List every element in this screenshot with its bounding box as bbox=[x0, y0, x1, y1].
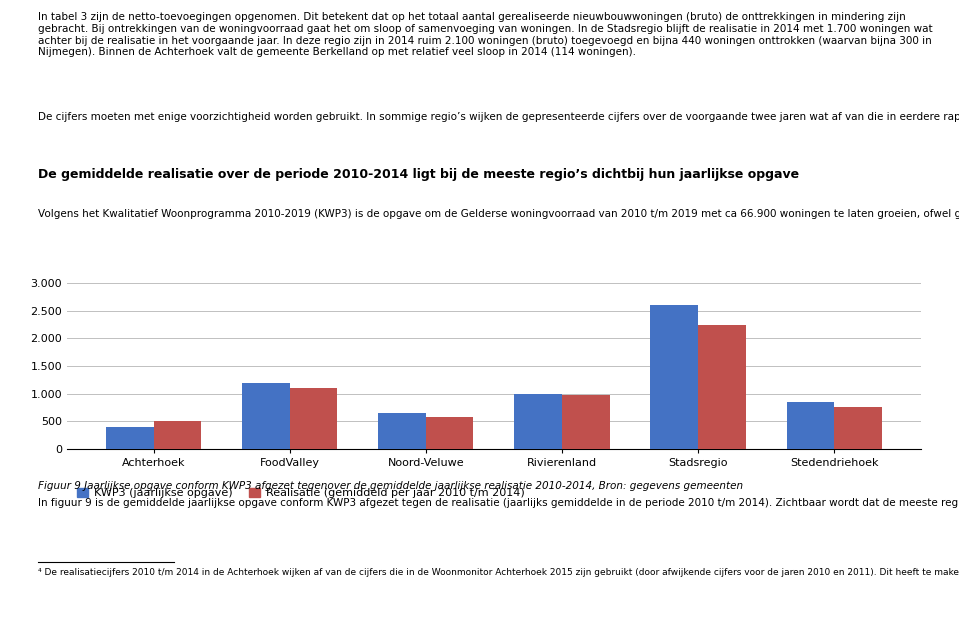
Bar bbox=[786, 402, 834, 449]
Bar bbox=[834, 407, 882, 449]
Text: In tabel 3 zijn de netto-toevoegingen opgenomen. Dit betekent dat op het totaal : In tabel 3 zijn de netto-toevoegingen op… bbox=[38, 12, 933, 57]
Bar bbox=[290, 388, 338, 449]
Bar bbox=[562, 395, 610, 449]
Text: Volgens het Kwalitatief Woonprogramma 2010-2019 (KWP3) is de opgave om de Gelder: Volgens het Kwalitatief Woonprogramma 20… bbox=[38, 209, 959, 219]
Text: De cijfers moeten met enige voorzichtigheid worden gebruikt. In sommige regio’s : De cijfers moeten met enige voorzichtigh… bbox=[38, 112, 959, 122]
Text: Figuur 9 Jaarlijkse opgave conform KWP3 afgezet tegenover de gemiddelde jaarlijk: Figuur 9 Jaarlijkse opgave conform KWP3 … bbox=[38, 481, 743, 491]
Bar bbox=[378, 413, 426, 449]
Bar bbox=[105, 427, 153, 449]
Text: ⁴ De realisatiecijfers 2010 t/m 2014 in de Achterhoek wijken af van de cijfers d: ⁴ De realisatiecijfers 2010 t/m 2014 in … bbox=[38, 568, 959, 577]
Bar bbox=[650, 305, 698, 449]
Bar bbox=[698, 325, 746, 449]
Bar bbox=[514, 394, 562, 449]
Bar bbox=[426, 417, 474, 449]
Legend: KWP3 (jaarlijkse opgave), Realisatie (gemiddeld per jaar 2010 t/m 2014): KWP3 (jaarlijkse opgave), Realisatie (ge… bbox=[73, 484, 529, 503]
Text: In figuur 9 is de gemiddelde jaarlijkse opgave conform KWP3 afgezet tegen de rea: In figuur 9 is de gemiddelde jaarlijkse … bbox=[38, 498, 959, 508]
Bar bbox=[242, 383, 290, 449]
Bar bbox=[153, 421, 201, 449]
Text: De gemiddelde realisatie over de periode 2010-2014 ligt bij de meeste regio’s di: De gemiddelde realisatie over de periode… bbox=[38, 168, 800, 181]
